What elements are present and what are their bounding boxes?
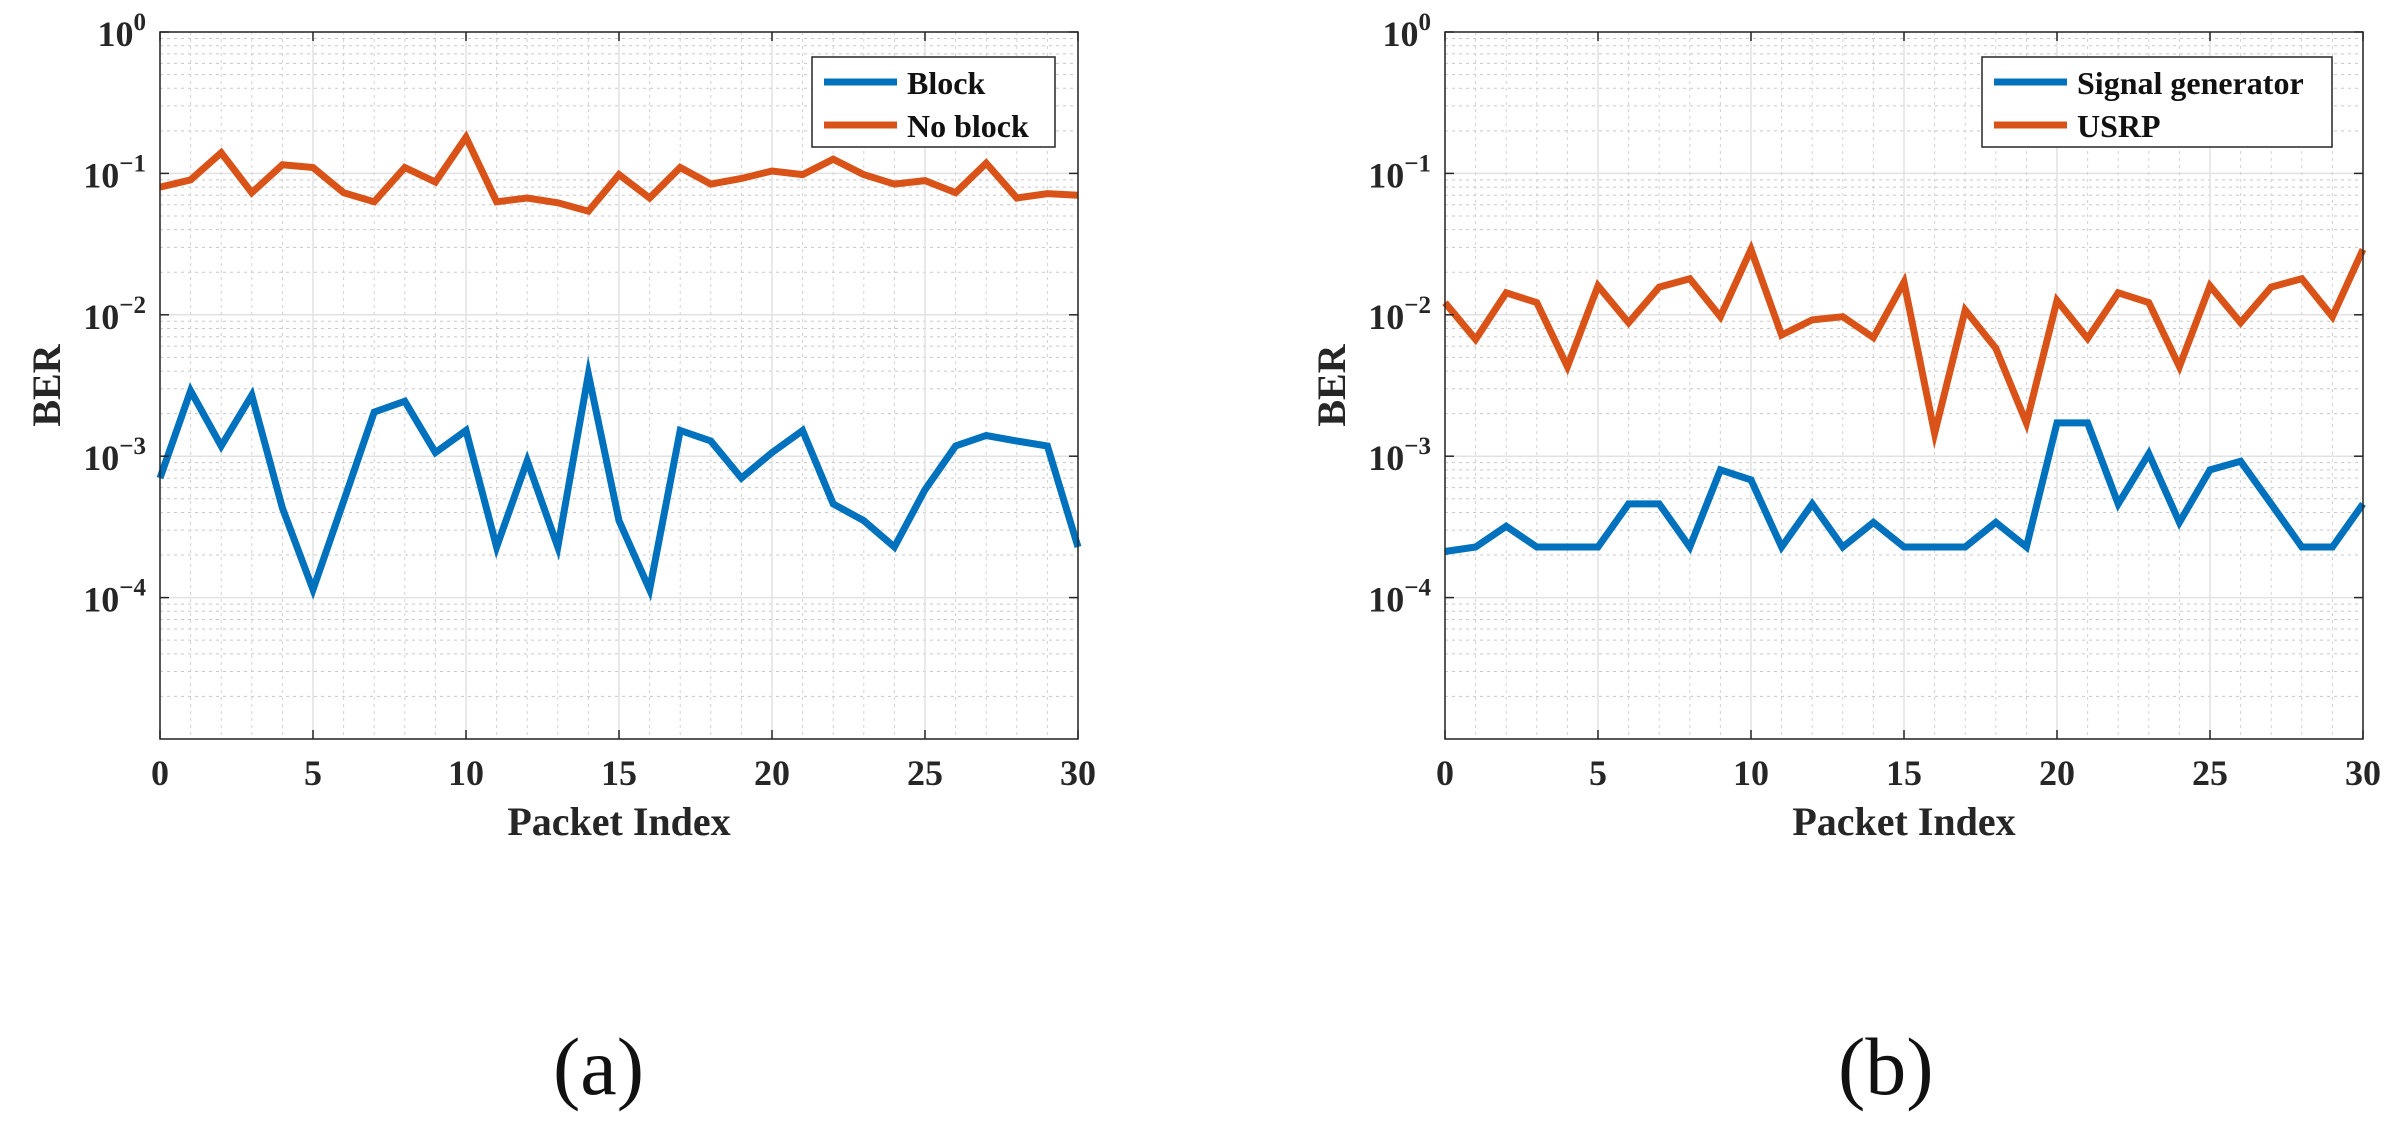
y-tick-label: 10−3	[83, 433, 146, 478]
legend-box	[811, 56, 1056, 148]
legend-label: No block	[907, 108, 1029, 144]
x-tick-label: 5	[304, 753, 322, 793]
x-tick-label: 0	[1436, 753, 1454, 793]
x-tick-label: 30	[1060, 753, 1096, 793]
legend: Block No block	[811, 56, 1056, 148]
x-tick-label: 10	[1733, 753, 1769, 793]
legend: Signal generator USRP	[1981, 56, 2333, 148]
panel-caption-a: (a)	[553, 1021, 645, 1112]
panel-caption-b: (b)	[1838, 1021, 1934, 1112]
chart-panel-a: 0 5 10 15 20 25 30 100 10−1 10−2 10−3 10−4 Packet In…	[24, 9, 1096, 844]
x-tick-label: 25	[2192, 753, 2228, 793]
x-tick-label: 25	[907, 753, 943, 793]
y-tick-label: 10−2	[83, 292, 146, 337]
x-tick-label: 0	[151, 753, 169, 793]
legend-label: Block	[907, 65, 985, 101]
y-tick-label: 10−1	[83, 150, 146, 195]
chart-panel-b: 0 5 10 15 20 25 30 100 10−1 10−2 10−3 10−4 Packet In…	[1309, 9, 2381, 844]
series-line-1	[156, 355, 1082, 602]
x-tick-label: 5	[1589, 753, 1607, 793]
legend-label: Signal generator	[2077, 65, 2304, 101]
y-tick-label: 10−1	[1368, 150, 1431, 195]
y-tick-label: 100	[1383, 9, 1432, 54]
y-tick-label: 10−4	[1368, 575, 1431, 620]
x-tick-label: 10	[448, 753, 484, 793]
y-tick-label: 10−3	[1368, 433, 1431, 478]
x-tick-label: 20	[754, 753, 790, 793]
x-axis-label: Packet Index	[1792, 799, 2015, 844]
x-axis-label: Packet Index	[507, 799, 730, 844]
y-axis-label: BER	[1309, 343, 1354, 426]
y-tick-label: 100	[98, 9, 147, 54]
legend-label: USRP	[2077, 108, 2161, 144]
x-tick-label: 15	[601, 753, 637, 793]
x-tick-label: 20	[2039, 753, 2075, 793]
x-tick-label: 30	[2345, 753, 2381, 793]
series-line-2	[159, 130, 1079, 216]
y-tick-label: 10−2	[1368, 292, 1431, 337]
y-axis-label: BER	[24, 343, 69, 426]
series-line-1	[1444, 419, 2366, 555]
series-line-2	[1442, 240, 2367, 450]
x-tick-label: 15	[1886, 753, 1922, 793]
y-tick-label: 10−4	[83, 575, 146, 620]
legend-box	[1981, 56, 2333, 148]
